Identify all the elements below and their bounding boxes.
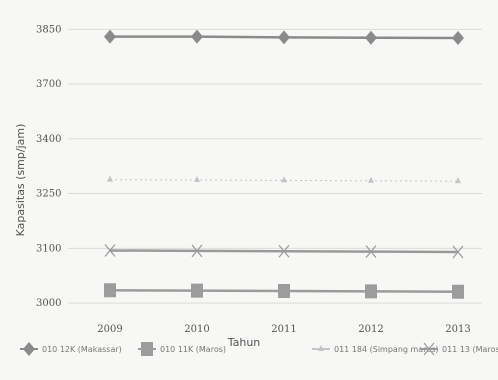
y-tick-label: 3400 <box>36 134 61 145</box>
x-tick-label: 2011 <box>271 324 296 335</box>
point-marker <box>318 345 324 351</box>
point-marker <box>452 245 464 259</box>
point-marker <box>278 284 290 299</box>
legend-item: 010 12K (Makassar) <box>20 342 122 356</box>
y-tick-label: 3100 <box>36 243 61 254</box>
series <box>104 29 464 46</box>
point-marker <box>278 244 290 258</box>
x-axis-label: Tahun <box>227 336 261 349</box>
point-marker <box>452 31 464 46</box>
series <box>104 283 464 299</box>
point-marker <box>191 244 203 258</box>
point-marker <box>365 30 377 45</box>
legend-item: 010 11K (Maros) <box>138 342 226 356</box>
x-tick-label: 2010 <box>184 324 209 335</box>
y-tick-label: 3000 <box>36 298 61 309</box>
point-marker <box>452 284 464 299</box>
point-marker <box>107 175 113 182</box>
legend-item: 011 13 (Maros) <box>420 342 498 356</box>
point-marker <box>104 283 116 298</box>
point-marker <box>455 177 461 184</box>
point-marker <box>104 244 116 257</box>
legend: 010 12K (Makassar) 010 11K (Maros) 011 184… <box>20 342 498 356</box>
point-marker <box>194 176 200 183</box>
series <box>104 244 464 259</box>
x-tick-label: 2013 <box>445 324 470 335</box>
point-marker <box>281 176 287 183</box>
y-tick-label: 3850 <box>36 24 61 35</box>
series <box>107 175 461 184</box>
point-marker <box>104 29 116 44</box>
x-tick-label: 2012 <box>358 324 383 335</box>
point-marker <box>191 283 203 298</box>
series-lines <box>104 29 464 299</box>
point-marker <box>23 342 35 356</box>
series-line <box>109 179 459 182</box>
x-tick-label: 2009 <box>97 324 122 335</box>
point-marker <box>368 176 374 183</box>
point-marker <box>278 30 290 45</box>
legend-label: 011 13 (Maros) <box>442 345 498 354</box>
y-tick-label: 3700 <box>36 79 61 90</box>
point-marker <box>141 342 153 356</box>
y-axis-label: Kapasitas (smp/jam) <box>14 124 27 237</box>
legend-item: 011 184 (Simpang maros) <box>312 345 439 354</box>
y-axis-ticks: 3850 3700 3400 3250 3100 3000 <box>36 24 61 309</box>
y-tick-label: 3250 <box>36 189 61 200</box>
point-marker <box>365 245 377 258</box>
x-axis-ticks: 2009 2010 2011 2012 2013 <box>97 324 470 335</box>
point-marker <box>191 29 203 44</box>
legend-label: 011 184 (Simpang maros) <box>334 345 439 354</box>
legend-label: 010 11K (Maros) <box>160 345 226 354</box>
gridlines <box>68 28 482 304</box>
point-marker <box>423 342 435 356</box>
legend-label: 010 12K (Makassar) <box>42 345 122 354</box>
point-marker <box>365 284 377 299</box>
